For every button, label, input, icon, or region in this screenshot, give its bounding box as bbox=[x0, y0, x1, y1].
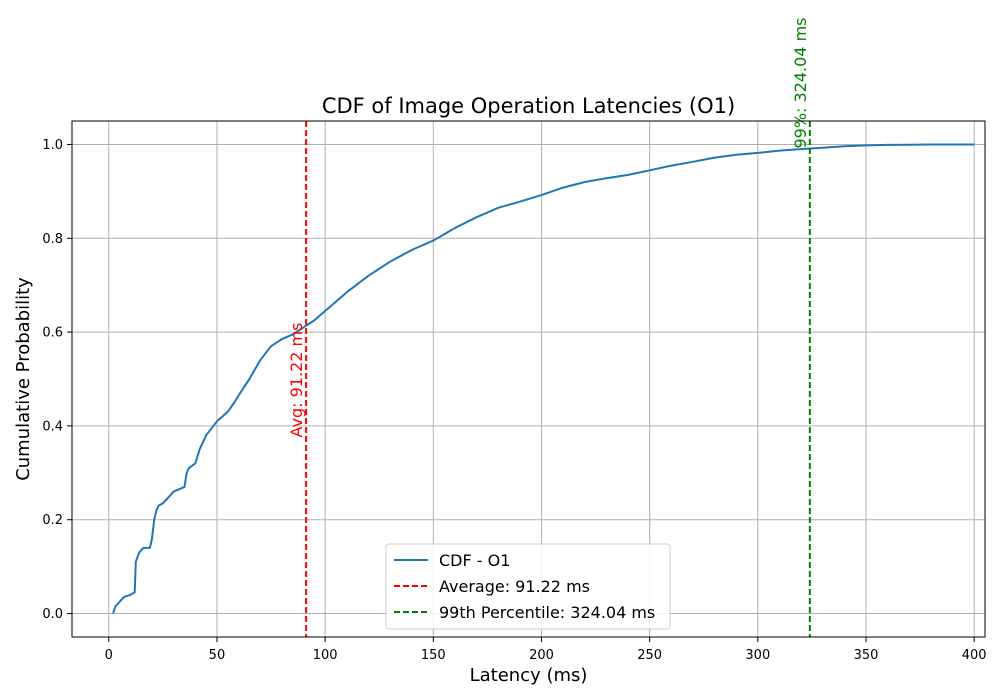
x-axis-label: Latency (ms) bbox=[470, 665, 588, 686]
x-tick-label: 100 bbox=[313, 648, 338, 663]
legend-box bbox=[385, 543, 671, 630]
reference-lines: Avg: 91.22 ms 99%: 324.04 ms bbox=[287, 17, 811, 637]
x-tick-label: 300 bbox=[745, 648, 770, 663]
average-annotation: Avg: 91.22 ms bbox=[287, 323, 306, 438]
x-tick-label: 200 bbox=[529, 648, 554, 663]
x-tick-label: 0 bbox=[105, 648, 113, 663]
x-tick-label: 250 bbox=[637, 648, 662, 663]
legend: CDF - O1 Average: 91.22 ms 99th Percentile… bbox=[385, 543, 671, 630]
y-tick-label: 1.0 bbox=[42, 138, 63, 153]
y-tick-label: 0.8 bbox=[42, 232, 63, 247]
legend-entry-average-label: Average: 91.22 ms bbox=[439, 577, 590, 596]
series-layer bbox=[112, 143, 975, 614]
axis-ticks: 0 50 100 150 200 250 300 350 400 0.0 0.2 0.4 0.6 0.8 1… bbox=[42, 138, 986, 663]
y-tick-label: 0.0 bbox=[42, 607, 63, 622]
y-tick-label: 0.4 bbox=[42, 419, 63, 434]
x-tick-label: 350 bbox=[854, 648, 879, 663]
x-tick-label: 400 bbox=[962, 648, 987, 663]
y-axis-label: Cumulative Probability bbox=[13, 277, 34, 481]
x-tick-label: 50 bbox=[209, 648, 226, 663]
plot-frame bbox=[71, 120, 986, 638]
cdf-line bbox=[112, 143, 975, 614]
legend-entry-cdf-label: CDF - O1 bbox=[439, 551, 510, 570]
y-tick-label: 0.2 bbox=[42, 513, 63, 528]
legend-entry-percentile-label: 99th Percentile: 324.04 ms bbox=[439, 603, 655, 622]
x-tick-label: 150 bbox=[421, 648, 446, 663]
y-tick-label: 0.6 bbox=[42, 326, 63, 341]
chart-title: CDF of Image Operation Latencies (O1) bbox=[322, 94, 735, 118]
percentile-annotation: 99%: 324.04 ms bbox=[791, 17, 810, 148]
